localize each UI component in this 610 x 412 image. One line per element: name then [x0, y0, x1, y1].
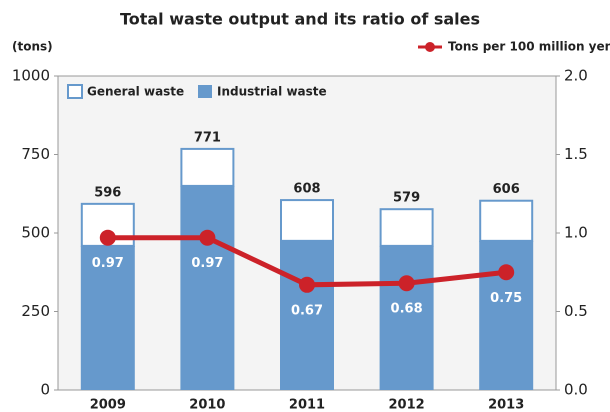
- y2-tick-label: 1.0: [564, 224, 588, 242]
- total-label: 608: [293, 182, 320, 197]
- bar-industrial: [379, 245, 434, 390]
- y-tick-label: 1000: [12, 67, 50, 85]
- y2-tick-label: 1.5: [564, 145, 588, 163]
- legend-label: Tons per 100 million yen: [448, 40, 610, 54]
- legend-swatch: [198, 85, 212, 98]
- line-value-label: 0.67: [291, 303, 323, 318]
- bar-industrial: [280, 240, 334, 390]
- legend-point: [425, 42, 435, 52]
- line-value-label: 0.75: [490, 291, 522, 306]
- y2-tick-label: 2.0: [564, 67, 588, 85]
- chart-title: Total waste output and its ratio of sale…: [120, 10, 480, 29]
- bar-industrial: [479, 240, 534, 390]
- legend-swatch: [67, 84, 83, 99]
- line-point: [199, 229, 216, 246]
- bar-industrial: [180, 185, 235, 390]
- bar-general: [479, 199, 534, 242]
- bar-industrial: [80, 245, 135, 390]
- y-tick-label: 750: [21, 145, 50, 163]
- x-tick-label: 2013: [488, 398, 524, 412]
- total-label: 596: [94, 185, 121, 200]
- total-label: 606: [493, 182, 520, 197]
- line-value-label: 0.97: [92, 256, 124, 271]
- total-label: 771: [194, 130, 221, 145]
- total-label: 579: [393, 191, 420, 206]
- y2-tick-label: 0.5: [564, 302, 588, 320]
- line-value-label: 0.68: [391, 302, 423, 317]
- bar-general: [180, 147, 235, 187]
- y-tick-label: 500: [21, 224, 50, 242]
- x-tick-label: 2010: [189, 398, 225, 412]
- bar-general: [379, 208, 434, 247]
- legend-label: General waste: [87, 85, 184, 99]
- x-tick-label: 2009: [90, 398, 126, 412]
- bar-general: [280, 199, 334, 242]
- legend-label: Industrial waste: [217, 85, 327, 99]
- y-axis-label: (tons): [12, 40, 53, 54]
- line-point: [99, 229, 116, 246]
- y-tick-label: 250: [21, 302, 50, 320]
- line-value-label: 0.97: [191, 256, 223, 271]
- line-point: [498, 264, 515, 281]
- x-tick-label: 2011: [289, 398, 325, 412]
- line-point: [299, 276, 315, 293]
- x-tick-label: 2012: [389, 398, 425, 412]
- y-tick-label: 0: [40, 381, 50, 399]
- line-point: [398, 275, 415, 292]
- y2-tick-label: 0.0: [564, 381, 588, 399]
